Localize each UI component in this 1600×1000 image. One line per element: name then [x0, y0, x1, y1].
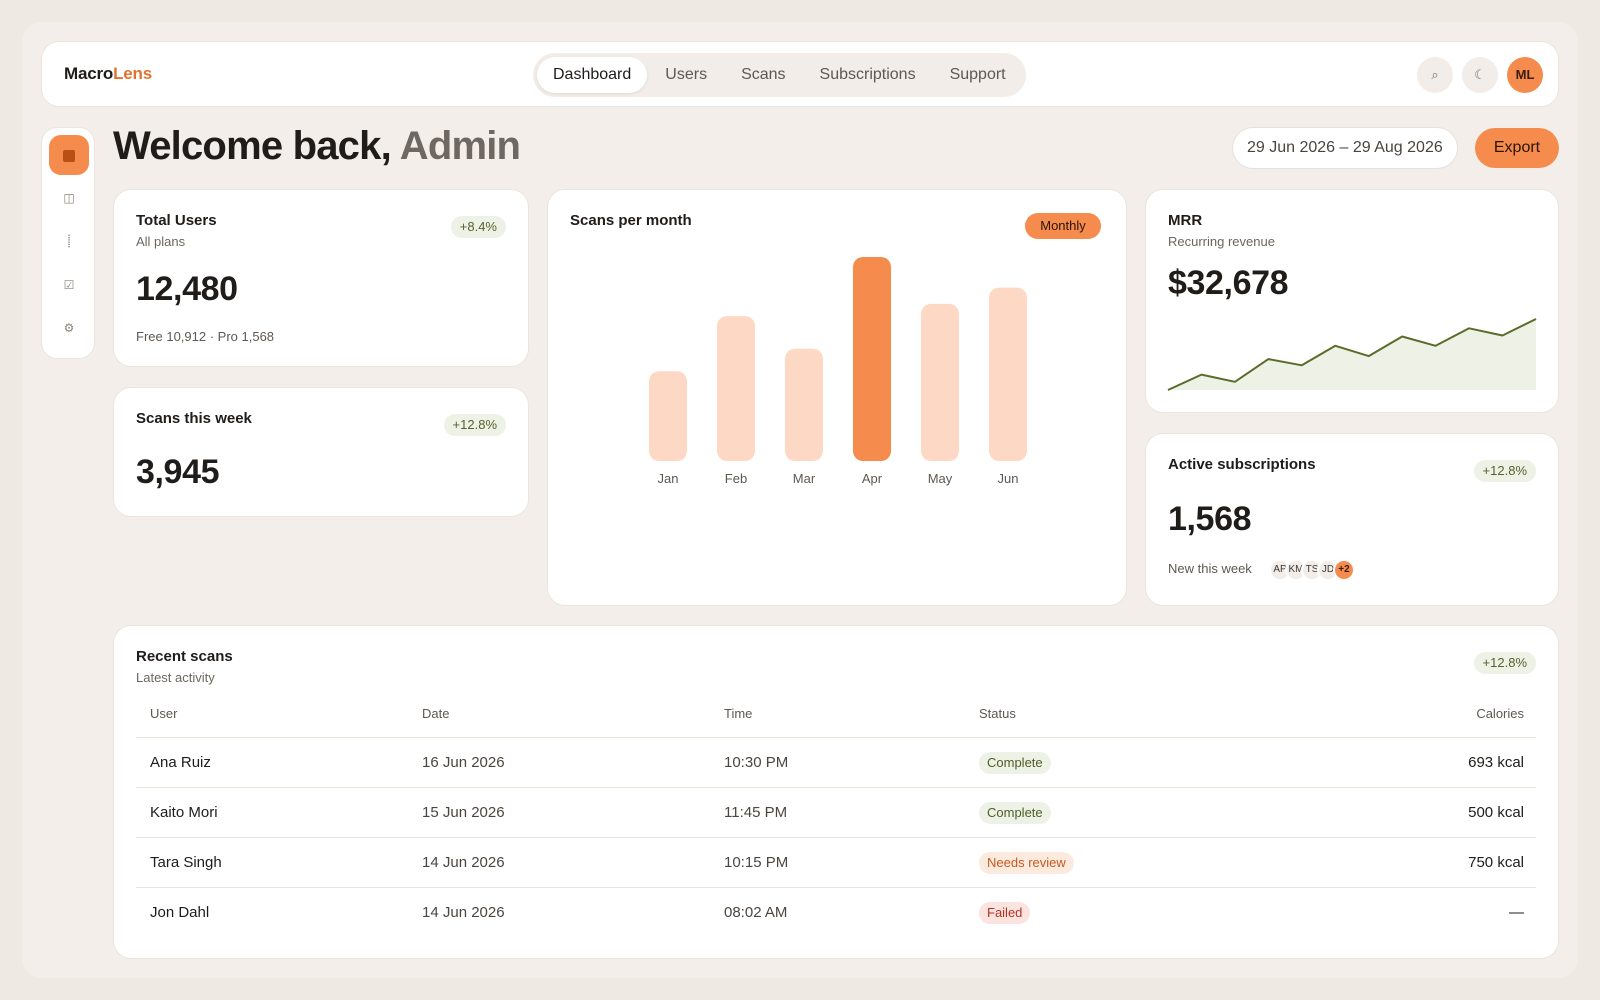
- sidebar-rail: ◫ ⸽ ☑ ⚙: [41, 127, 95, 359]
- more-avatars-badge[interactable]: +2: [1333, 559, 1355, 581]
- table-divider: [136, 837, 1536, 838]
- column-header-time[interactable]: Time: [724, 706, 753, 721]
- table-cell-calories: 500 kcal: [1468, 804, 1524, 821]
- mrr-area: [1168, 319, 1536, 390]
- total-users-value: 12,480: [136, 270, 238, 308]
- scans-week-card: Scans this week +12.8% 3,945: [113, 387, 529, 517]
- card-title: Recent scans: [136, 648, 233, 665]
- card-title: MRR: [1168, 212, 1203, 229]
- active-subscriptions-value: 1,568: [1168, 500, 1252, 538]
- bar-feb[interactable]: [717, 316, 755, 461]
- x-tick-label: May: [928, 471, 953, 486]
- status-badge: Complete: [979, 802, 1051, 824]
- column-header-status[interactable]: Status: [979, 706, 1016, 721]
- table-cell-time: 11:45 PM: [724, 804, 788, 821]
- home-icon-glyph: [63, 149, 75, 162]
- table-cell-user[interactable]: Ana Ruiz: [150, 754, 211, 771]
- table-cell-date: 14 Jun 2026: [422, 904, 505, 921]
- column-header-date[interactable]: Date: [422, 706, 450, 721]
- table-cell-calories: 750 kcal: [1468, 854, 1524, 871]
- card-subtitle: Recurring revenue: [1168, 234, 1275, 249]
- status-badge: Failed: [979, 902, 1031, 924]
- new-this-week-label: New this week: [1168, 561, 1252, 576]
- active-subscriptions-card: Active subscriptions +12.8% 1,568 New th…: [1145, 433, 1559, 606]
- delta-badge: +12.8%: [1473, 460, 1536, 482]
- table-cell-time: 08:02 AM: [724, 904, 788, 921]
- x-tick-label: Mar: [793, 471, 816, 486]
- card-title: Total Users: [136, 212, 217, 229]
- mrr-sparkline: [1167, 318, 1537, 391]
- user-avatar[interactable]: ML: [1507, 57, 1543, 93]
- tab-subscriptions[interactable]: Subscriptions: [819, 66, 916, 83]
- search-icon[interactable]: ⌕: [1417, 57, 1453, 93]
- table-divider: [136, 787, 1536, 788]
- tab-support[interactable]: Support: [949, 66, 1006, 83]
- export-button[interactable]: Export: [1475, 128, 1559, 168]
- tab-scans[interactable]: Scans: [741, 66, 786, 83]
- main-nav-tabs: Dashboard Users Scans Subscriptions Supp…: [533, 53, 1026, 97]
- table-divider: [136, 887, 1536, 888]
- status-badge: Complete: [979, 752, 1051, 774]
- scans-per-month-card: Scans per month Jan Feb Mar Apr May Jun: [547, 189, 1127, 606]
- delta-badge: +8.4%: [450, 216, 506, 238]
- home-icon[interactable]: [49, 135, 89, 175]
- bar-apr[interactable]: [853, 257, 891, 461]
- card-title: Scans this week: [136, 410, 252, 427]
- table-cell-user[interactable]: Jon Dahl: [150, 904, 210, 921]
- bar-jun[interactable]: [989, 287, 1027, 461]
- delta-badge: +12.8%: [443, 414, 506, 436]
- mrr-value: $32,678: [1168, 264, 1289, 302]
- top-navbar: MacroLens Dashboard Users Scans Subscrip…: [41, 41, 1559, 107]
- welcome-text: Welcome back,: [113, 124, 392, 168]
- column-header-calories[interactable]: Calories: [1476, 706, 1524, 721]
- column-header-user[interactable]: User: [150, 706, 178, 721]
- card-title: Active subscriptions: [1168, 456, 1316, 473]
- card-title: Scans per month: [570, 212, 692, 229]
- table-cell-user[interactable]: Tara Singh: [150, 854, 222, 871]
- welcome-name: Admin: [399, 124, 521, 168]
- period-toggle-button[interactable]: Monthly: [1025, 213, 1101, 239]
- total-users-card: Total Users All plans +8.4% 12,480 Free …: [113, 189, 529, 367]
- table-cell-date: 16 Jun 2026: [422, 754, 505, 771]
- card-subtitle: Latest activity: [136, 670, 215, 685]
- mrr-line: [1167, 318, 1537, 391]
- app-logo[interactable]: MacroLens: [64, 64, 152, 84]
- thermometer-icon[interactable]: ⸽: [67, 234, 71, 248]
- x-tick-label: Apr: [862, 471, 883, 486]
- table-cell-date: 15 Jun 2026: [422, 804, 505, 821]
- scans-bar-chart: Jan Feb Mar Apr May Jun: [649, 257, 1027, 486]
- bar-may[interactable]: [921, 303, 959, 461]
- card-subtitle: All plans: [136, 234, 186, 249]
- bar-jan[interactable]: [649, 371, 687, 461]
- table-divider: [136, 737, 1536, 738]
- layout-icon[interactable]: ◫: [63, 191, 75, 205]
- table-cell-time: 10:30 PM: [724, 754, 789, 771]
- plan-breakdown: Free 10,912 · Pro 1,568: [136, 329, 275, 344]
- table-cell-date: 14 Jun 2026: [422, 854, 505, 871]
- x-tick-label: Jun: [998, 471, 1019, 486]
- table-cell-calories: 693 kcal: [1468, 754, 1524, 771]
- logo-part-macro: Macro: [64, 64, 114, 83]
- table-cell-user[interactable]: Kaito Mori: [150, 804, 218, 821]
- tab-dashboard[interactable]: Dashboard: [537, 57, 648, 93]
- status-badge: Needs review: [979, 852, 1074, 874]
- page-title: Welcome back, Admin: [113, 124, 521, 169]
- logo-part-lens: Lens: [113, 64, 152, 83]
- date-range-picker[interactable]: 29 Jun 2026 – 29 Aug 2026: [1232, 127, 1458, 169]
- delta-badge: +12.8%: [1473, 652, 1536, 674]
- table-cell-calories: —: [1509, 904, 1524, 921]
- table-cell-time: 10:15 PM: [724, 854, 789, 871]
- theme-toggle-icon[interactable]: ☾: [1462, 57, 1498, 93]
- mrr-card: MRR Recurring revenue $32,678: [1145, 189, 1559, 413]
- x-tick-label: Feb: [725, 471, 747, 486]
- x-tick-label: Jan: [658, 471, 679, 486]
- recent-scans-card: Recent scans Latest activity +12.8%: [113, 625, 1559, 959]
- bar-mar[interactable]: [785, 348, 823, 461]
- checkbox-icon[interactable]: ☑: [63, 278, 75, 292]
- scans-week-value: 3,945: [136, 453, 220, 491]
- gear-icon[interactable]: ⚙: [63, 321, 75, 335]
- tab-users[interactable]: Users: [665, 66, 708, 83]
